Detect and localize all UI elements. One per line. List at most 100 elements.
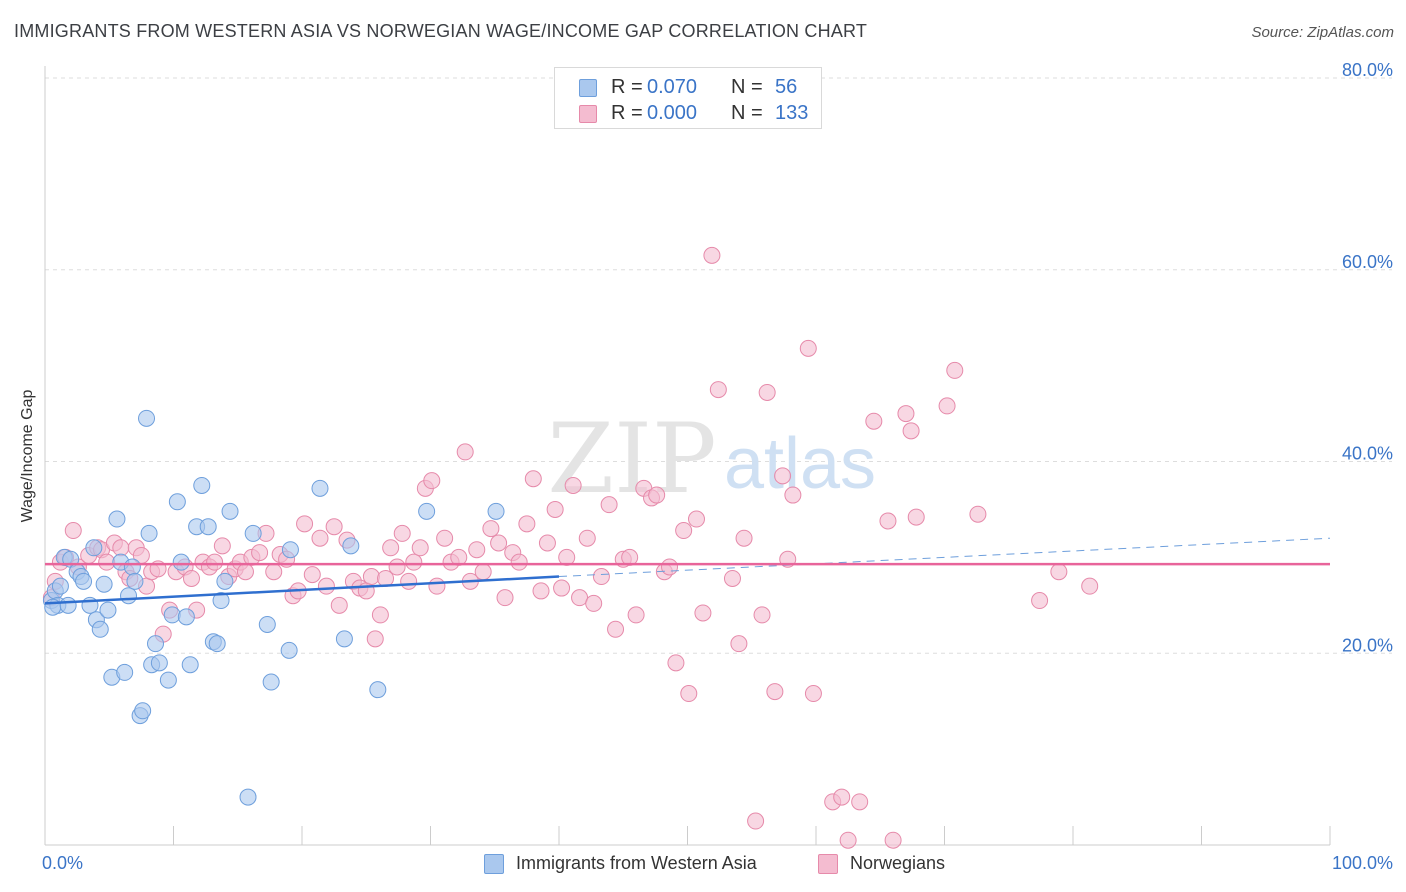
data-point-western-asia [216, 572, 234, 590]
data-point-norwegian [774, 467, 792, 485]
data-point-norwegian [325, 518, 343, 536]
data-point-norwegian [317, 577, 335, 595]
correlation-legend: R = 0.070 N = 56 R = 0.000 N = 133 [554, 67, 822, 129]
data-point-norwegian [784, 486, 802, 504]
data-point-western-asia [75, 572, 93, 590]
data-point-norwegian [675, 522, 693, 540]
data-point-norwegian [213, 537, 231, 555]
data-point-norwegian [879, 512, 897, 530]
x-tick-label: 0.0% [42, 853, 83, 873]
data-point-western-asia [342, 537, 360, 555]
legend-n-label: N = [731, 76, 763, 98]
legend-n-label: N = [731, 102, 763, 124]
data-point-norwegian [946, 361, 964, 379]
data-point-western-asia [163, 606, 181, 624]
trend-line-western-asia [44, 575, 560, 605]
data-point-norwegian [330, 596, 348, 614]
data-point-norwegian [839, 831, 857, 849]
data-point-norwegian [311, 529, 329, 547]
data-point-norwegian [851, 793, 869, 811]
axes [44, 66, 1331, 846]
data-point-norwegian [592, 568, 610, 586]
data-point-norwegian [607, 620, 625, 638]
data-point-western-asia [140, 524, 158, 542]
data-point-norwegian [98, 553, 116, 571]
data-point-norwegian [1031, 592, 1049, 610]
data-point-norwegian [532, 582, 550, 600]
data-point-norwegian [578, 529, 596, 547]
data-point-norwegian [64, 522, 82, 540]
data-point-western-asia [159, 671, 177, 689]
data-point-norwegian [969, 505, 987, 523]
data-point-norwegian [865, 412, 883, 430]
data-point-western-asia [172, 553, 190, 571]
y-tick-label: 20.0% [1342, 635, 1393, 655]
data-point-western-asia [281, 541, 299, 559]
data-point-western-asia [126, 572, 144, 590]
data-point-norwegian [766, 683, 784, 701]
legend-swatch-pink [818, 854, 838, 874]
data-point-western-asia [311, 479, 329, 497]
data-point-western-asia [244, 524, 262, 542]
data-point-western-asia [212, 592, 230, 610]
data-point-norwegian [627, 606, 645, 624]
source-credit: Source: ZipAtlas.com [1251, 24, 1394, 41]
data-point-western-asia [335, 630, 353, 648]
data-point-norwegian [296, 515, 314, 533]
data-point-norwegian [661, 558, 679, 576]
data-point-norwegian [510, 553, 528, 571]
data-point-western-asia [258, 615, 276, 633]
data-point-western-asia [177, 608, 195, 626]
data-point-norwegian [236, 563, 254, 581]
legend-r-value: 0.000 [647, 102, 698, 124]
data-point-norwegian [490, 534, 508, 552]
data-point-western-asia [95, 575, 113, 593]
data-point-norwegian [474, 563, 492, 581]
data-point-norwegian [366, 630, 384, 648]
data-point-norwegian [753, 606, 771, 624]
series-norwegians [42, 246, 1099, 849]
data-point-norwegian [897, 405, 915, 423]
trend-lines [44, 537, 1331, 605]
legend-label: Norwegians [850, 853, 946, 873]
data-point-western-asia [221, 502, 239, 520]
data-point-norwegian [667, 654, 685, 672]
data-point-western-asia [280, 641, 298, 659]
data-point-norwegian [585, 594, 603, 612]
legend-swatch-blue [484, 854, 504, 874]
data-point-norwegian [884, 831, 902, 849]
data-point-norwegian [1050, 563, 1068, 581]
data-point-norwegian [558, 548, 576, 566]
data-point-western-asia [487, 502, 505, 520]
data-point-norwegian [907, 508, 925, 526]
data-point-norwegian [758, 383, 776, 401]
legend-swatch-pink [579, 105, 597, 123]
data-point-norwegian [265, 563, 283, 581]
data-point-western-asia [138, 409, 156, 427]
x-tick-label: 100.0% [1332, 853, 1393, 873]
data-point-western-asia [239, 788, 257, 806]
data-point-norwegian [600, 496, 618, 514]
legend-swatch-blue [579, 79, 597, 97]
data-point-norwegian [468, 541, 486, 559]
data-point-norwegian [571, 589, 589, 607]
data-point-western-asia [85, 539, 103, 557]
data-point-norwegian [303, 566, 321, 584]
data-point-western-asia [199, 518, 217, 536]
data-point-western-asia [369, 681, 387, 699]
data-point-norwegian [938, 397, 956, 415]
data-point-norwegian [482, 520, 500, 538]
data-point-western-asia [120, 587, 138, 605]
data-point-norwegian [436, 529, 454, 547]
trend-line-western-asia-extension [558, 537, 1331, 578]
tick-labels: 20.0% 40.0% 60.0% 80.0% 0.0% 100.0% [42, 60, 1393, 873]
data-point-norwegian [799, 339, 817, 357]
data-point-western-asia [181, 656, 199, 674]
data-point-western-asia [168, 493, 186, 511]
data-point-norwegian [393, 524, 411, 542]
y-tick-label: 60.0% [1342, 252, 1393, 272]
data-point-western-asia [262, 673, 280, 691]
data-point-norwegian [1081, 577, 1099, 595]
data-point-norwegian [400, 572, 418, 590]
data-point-norwegian [524, 470, 542, 488]
